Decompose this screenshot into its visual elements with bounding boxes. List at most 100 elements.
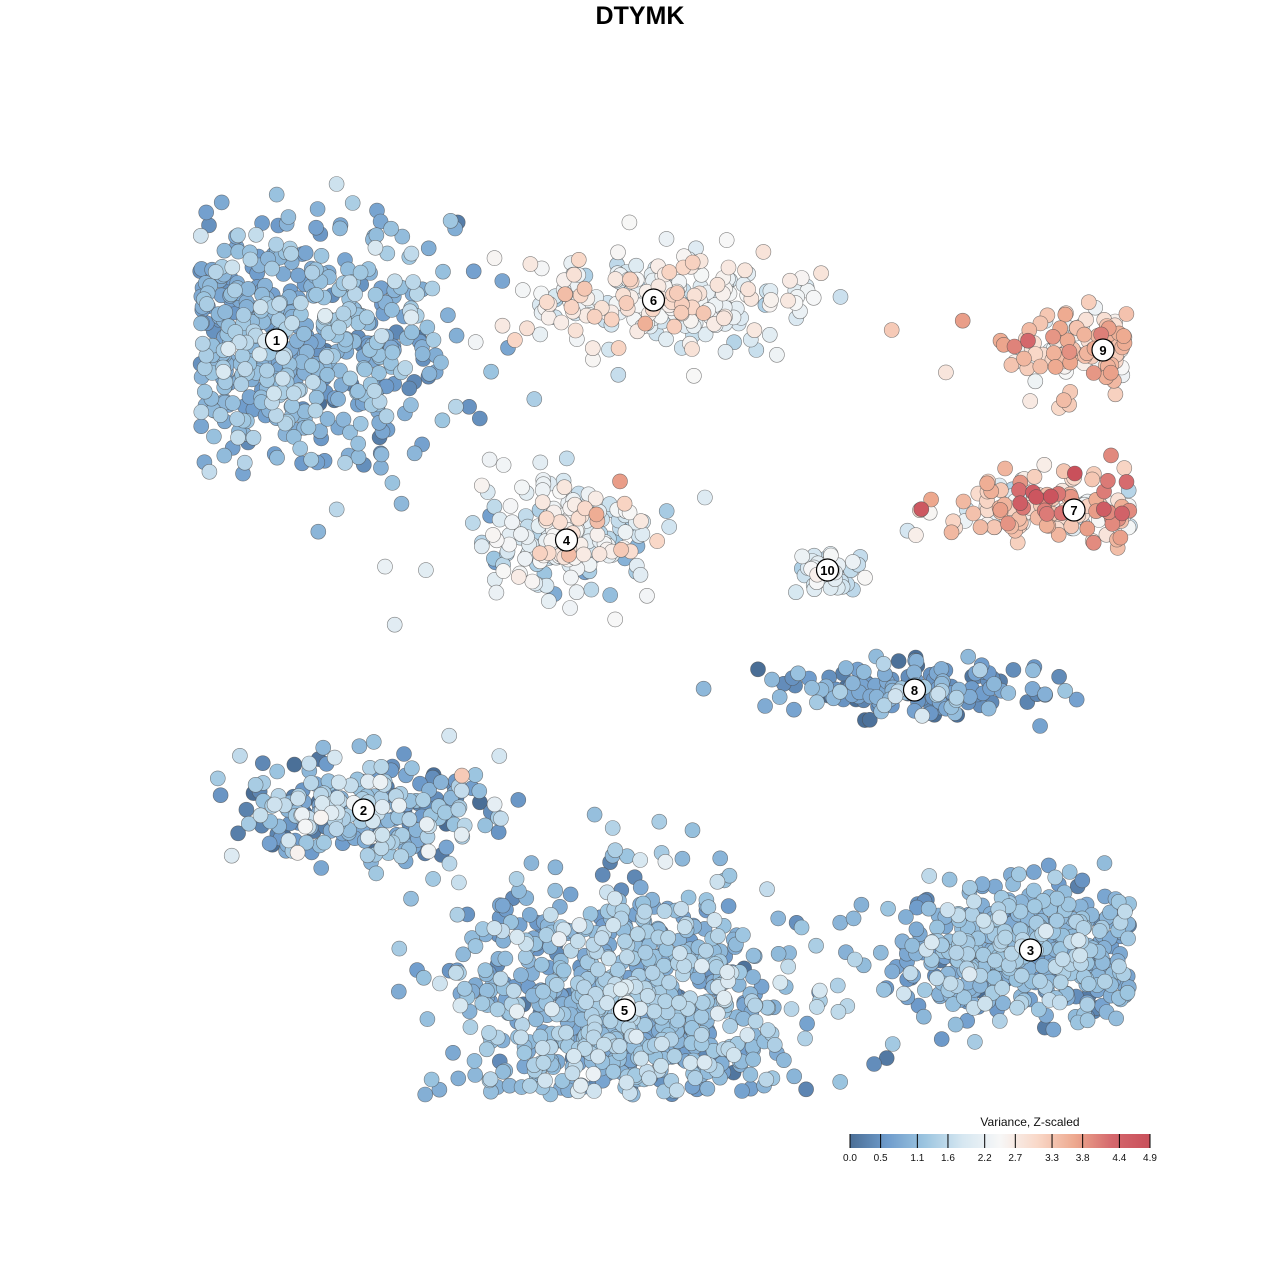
data-point bbox=[415, 969, 432, 986]
data-point bbox=[494, 317, 511, 334]
data-point bbox=[649, 533, 666, 549]
cluster-label-8: 8 bbox=[902, 678, 927, 702]
data-point bbox=[344, 195, 361, 211]
data-point bbox=[684, 822, 701, 839]
data-point bbox=[237, 361, 253, 377]
data-point bbox=[556, 479, 573, 496]
data-point bbox=[212, 407, 229, 423]
data-point bbox=[666, 1048, 683, 1064]
data-point bbox=[684, 254, 701, 271]
data-point bbox=[1000, 685, 1017, 701]
data-point bbox=[1020, 332, 1036, 349]
data-point bbox=[720, 259, 737, 276]
data-point bbox=[1045, 1021, 1062, 1038]
cluster-label-text: 7 bbox=[1070, 503, 1077, 518]
data-point bbox=[535, 1055, 552, 1071]
data-point bbox=[440, 307, 456, 324]
data-point bbox=[1054, 951, 1071, 968]
data-point bbox=[442, 213, 459, 229]
data-point bbox=[618, 295, 635, 311]
data-point bbox=[449, 906, 466, 923]
data-point bbox=[471, 410, 488, 427]
cluster-label-text: 3 bbox=[1027, 943, 1034, 958]
data-point bbox=[352, 415, 369, 432]
data-point bbox=[1016, 350, 1032, 367]
data-point bbox=[415, 792, 432, 808]
data-point bbox=[780, 958, 797, 975]
data-point bbox=[384, 344, 401, 361]
data-point bbox=[641, 1070, 657, 1087]
data-point bbox=[584, 340, 601, 357]
data-point bbox=[342, 424, 358, 441]
data-point bbox=[366, 383, 383, 399]
data-point bbox=[913, 501, 930, 518]
data-point bbox=[1096, 501, 1112, 518]
data-point bbox=[466, 1053, 483, 1069]
data-point bbox=[532, 545, 548, 562]
cluster-label-10: 10 bbox=[815, 558, 840, 582]
data-point bbox=[853, 896, 870, 913]
cluster-label-text: 4 bbox=[563, 533, 571, 548]
data-point bbox=[798, 1081, 814, 1098]
legend-tick-label: 0.0 bbox=[843, 1153, 857, 1164]
data-point bbox=[269, 449, 285, 466]
data-point bbox=[942, 975, 959, 992]
cluster-label-7: 7 bbox=[1062, 498, 1086, 522]
data-point bbox=[684, 341, 700, 357]
data-point bbox=[319, 411, 336, 427]
data-point bbox=[745, 947, 762, 964]
data-point bbox=[594, 867, 611, 883]
data-point bbox=[1068, 691, 1085, 708]
cluster-label-text: 9 bbox=[1099, 343, 1106, 358]
data-point bbox=[438, 839, 455, 856]
data-point bbox=[478, 1041, 495, 1058]
data-point bbox=[586, 308, 603, 325]
data-point bbox=[948, 944, 965, 961]
data-point bbox=[419, 1011, 436, 1027]
cluster-label-9: 9 bbox=[1091, 338, 1115, 362]
data-point bbox=[586, 1083, 602, 1099]
data-point bbox=[829, 977, 846, 994]
cluster-label-3: 3 bbox=[1018, 938, 1043, 962]
data-point bbox=[280, 832, 297, 849]
data-point bbox=[855, 664, 872, 680]
data-point bbox=[373, 459, 389, 476]
data-point bbox=[552, 514, 568, 531]
data-point bbox=[1076, 326, 1093, 343]
data-point bbox=[290, 267, 306, 284]
data-point bbox=[526, 391, 543, 407]
data-point bbox=[417, 1086, 434, 1103]
data-point bbox=[636, 903, 653, 920]
data-point bbox=[303, 775, 319, 791]
data-point bbox=[1045, 328, 1061, 345]
data-point bbox=[533, 956, 550, 973]
data-point bbox=[215, 363, 232, 380]
data-point bbox=[318, 349, 335, 365]
data-point bbox=[259, 362, 275, 379]
data-point bbox=[604, 820, 621, 836]
data-point bbox=[770, 945, 787, 962]
data-point bbox=[1114, 505, 1130, 522]
data-point bbox=[283, 245, 300, 262]
data-point bbox=[929, 919, 945, 936]
data-point bbox=[923, 934, 940, 951]
data-point bbox=[632, 879, 649, 896]
data-point bbox=[403, 397, 419, 413]
data-point bbox=[235, 307, 252, 323]
data-point bbox=[586, 806, 603, 823]
data-point bbox=[441, 855, 458, 872]
data-point bbox=[516, 1045, 533, 1061]
data-point bbox=[292, 295, 309, 311]
data-point bbox=[639, 587, 655, 604]
data-point bbox=[740, 281, 756, 298]
data-point bbox=[1009, 999, 1026, 1016]
data-point bbox=[551, 931, 567, 948]
data-point bbox=[1026, 898, 1043, 915]
data-point bbox=[991, 909, 1008, 926]
data-point bbox=[251, 346, 268, 363]
data-point bbox=[425, 332, 442, 348]
data-point bbox=[383, 220, 399, 237]
data-point bbox=[772, 974, 789, 991]
data-point bbox=[576, 280, 593, 297]
data-point bbox=[423, 1071, 440, 1088]
